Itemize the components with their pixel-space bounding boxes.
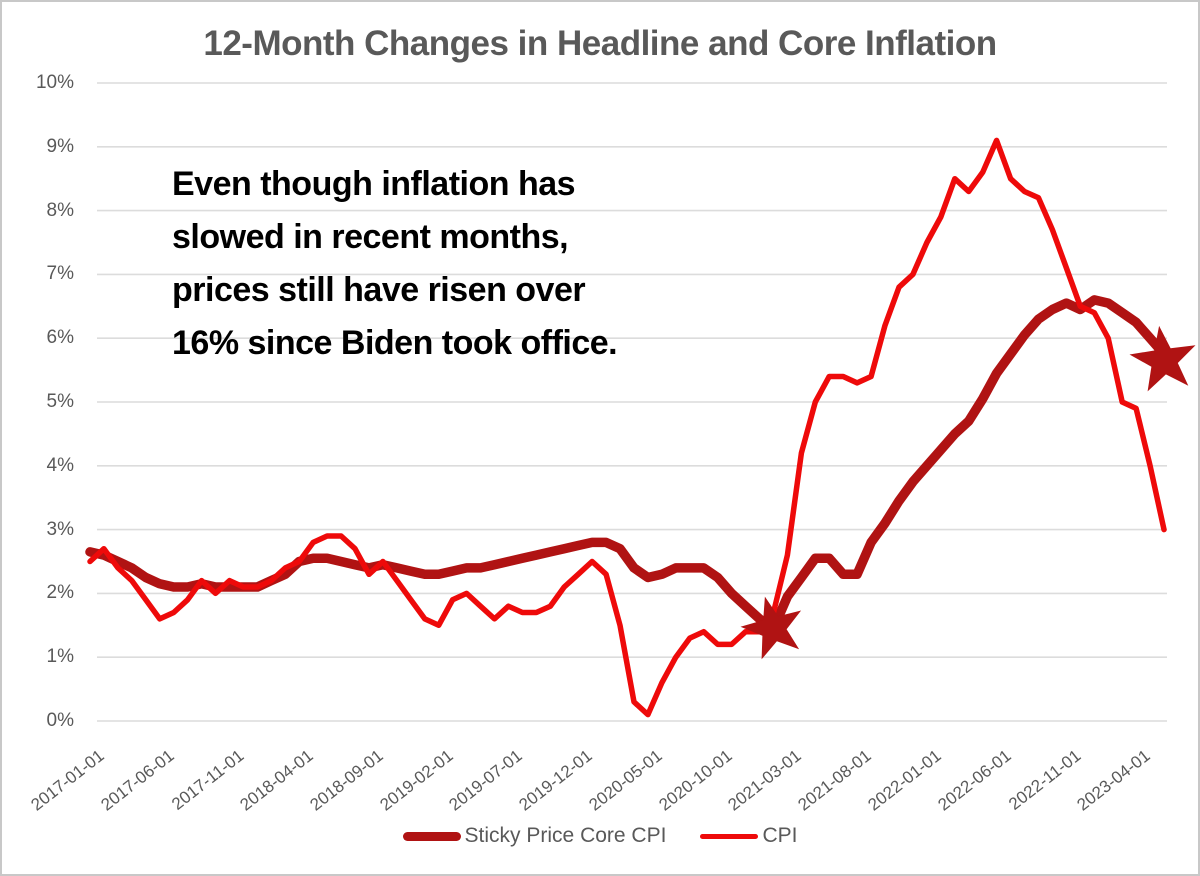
annotation-line: Even though inflation has [172,165,576,203]
y-tick-label: 2% [46,582,74,604]
y-tick-label: 10% [35,72,74,93]
y-tick-label: 8% [46,199,74,221]
cpi-line [87,137,1167,718]
annotation-text: Even though inflation has slowed in rece… [172,158,618,370]
biden-took-office-star-icon [740,596,802,660]
y-tick-label: 4% [46,454,74,476]
y-tick-label: 3% [46,518,74,540]
sticky-line-swatch-icon [402,831,461,841]
y-tick-label: 0% [46,710,74,731]
legend-label-cpi: CPI [762,824,798,847]
y-tick-label: 1% [46,646,74,668]
legend: Sticky Price Core CPI CPI [2,824,1198,848]
annotation-line: prices still have risen over [172,271,586,309]
y-tick-label: 5% [46,391,74,412]
cpi-line-swatch-icon [700,833,759,839]
y-tick-label: 7% [46,263,74,285]
y-tick-label: 9% [46,135,74,157]
legend-item-sticky: Sticky Price Core CPI [402,824,667,848]
y-tick-label: 6% [46,327,74,349]
annotation-line: slowed in recent months, [172,218,569,256]
legend-label-sticky: Sticky Price Core CPI [464,824,667,847]
legend-item-cpi: CPI [700,824,797,848]
annotation-line: 16% since Biden took office. [172,324,618,362]
latest-value-star-icon [1129,325,1196,392]
chart-title: 12-Month Changes in Headline and Core In… [203,24,997,63]
